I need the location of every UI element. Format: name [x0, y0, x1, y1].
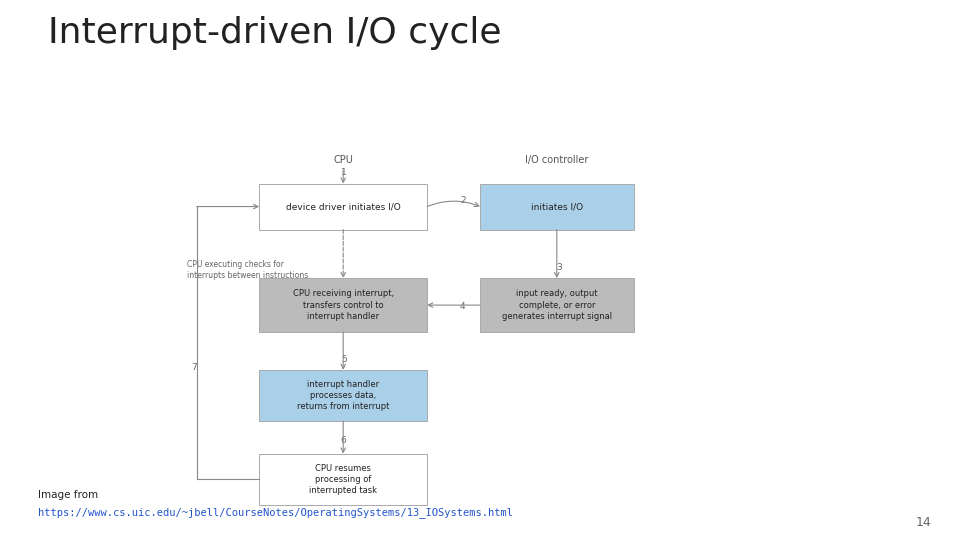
Text: 1: 1	[341, 168, 347, 177]
Text: CPU executing checks for
interrupts between instructions: CPU executing checks for interrupts betw…	[187, 260, 308, 280]
Text: initiates I/O: initiates I/O	[531, 202, 583, 211]
Text: CPU: CPU	[334, 154, 353, 165]
FancyBboxPatch shape	[259, 454, 427, 505]
Text: 5: 5	[341, 355, 347, 363]
Text: 6: 6	[341, 436, 347, 444]
Text: CPU resumes
processing of
interrupted task: CPU resumes processing of interrupted ta…	[309, 464, 377, 495]
Text: interrupt handler
processes data,
returns from interrupt: interrupt handler processes data, return…	[297, 380, 390, 411]
Text: device driver initiates I/O: device driver initiates I/O	[286, 202, 400, 211]
FancyBboxPatch shape	[480, 278, 634, 332]
Text: 7: 7	[191, 363, 197, 372]
FancyBboxPatch shape	[480, 184, 634, 230]
Text: https://www.cs.uic.edu/~jbell/CourseNotes/OperatingSystems/13_IOSystems.html: https://www.cs.uic.edu/~jbell/CourseNote…	[38, 508, 514, 518]
FancyBboxPatch shape	[259, 370, 427, 421]
FancyBboxPatch shape	[259, 278, 427, 332]
Text: Image from: Image from	[38, 489, 99, 500]
Text: 4: 4	[460, 302, 466, 310]
Text: Interrupt-driven I/O cycle: Interrupt-driven I/O cycle	[48, 16, 501, 50]
Text: input ready, output
complete, or error
generates interrupt signal: input ready, output complete, or error g…	[502, 289, 612, 321]
Text: CPU receiving interrupt,
transfers control to
interrupt handler: CPU receiving interrupt, transfers contr…	[293, 289, 394, 321]
Text: 2: 2	[460, 197, 466, 205]
Text: 3: 3	[556, 263, 562, 272]
FancyBboxPatch shape	[259, 184, 427, 230]
Text: 14: 14	[916, 516, 931, 529]
Text: I/O controller: I/O controller	[525, 154, 588, 165]
